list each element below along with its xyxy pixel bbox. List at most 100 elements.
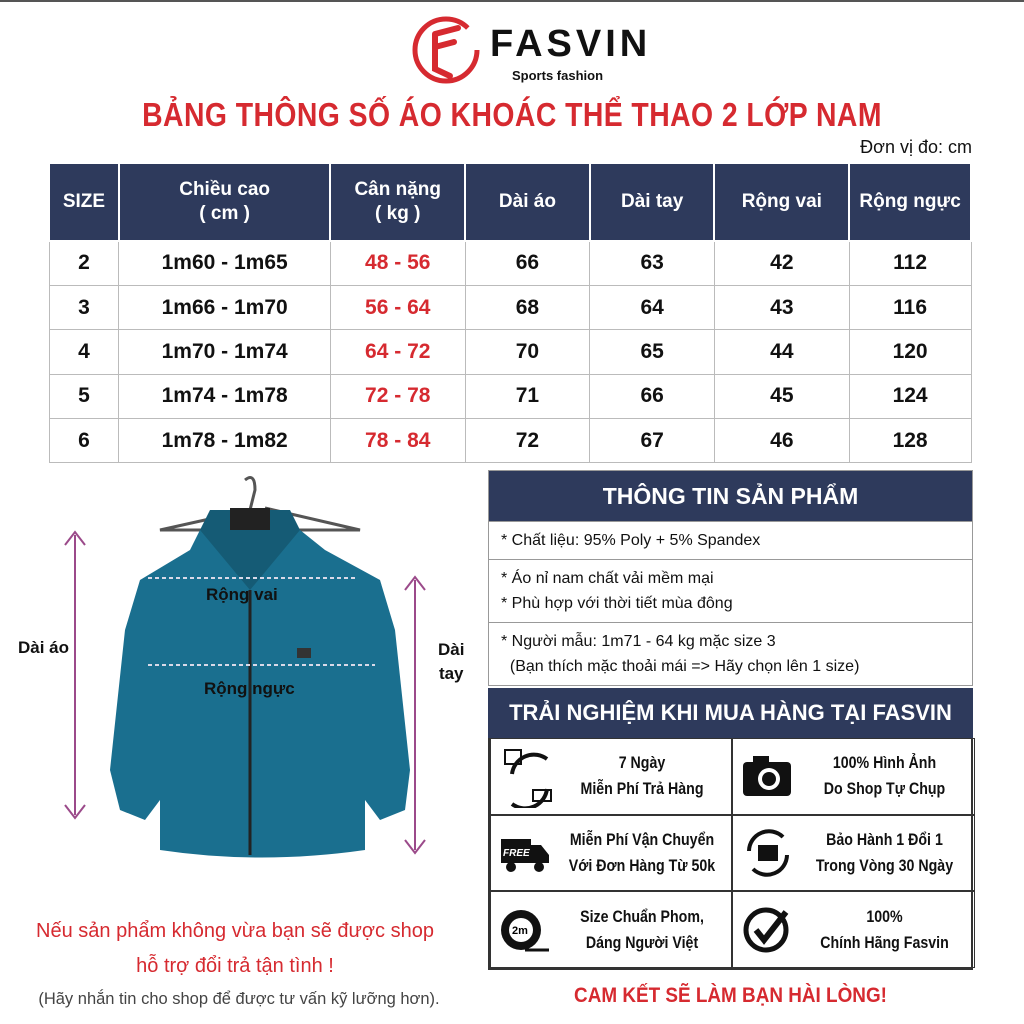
experience-text: Size Chuẩn Phom, Dáng Người Việt <box>565 904 718 956</box>
experience-text: 100% Hình Ảnh Do Shop Tự Chụp <box>808 750 962 802</box>
experience-item: 7 Ngày Miễn Phí Trả Hàng <box>490 738 732 815</box>
column-header: Chiều cao( cm ) <box>117 162 332 242</box>
table-header-row: SIZE Chiều cao( cm ) Cân nặng( kg ) Dài áo D… <box>48 162 972 242</box>
table-cell: 63 <box>589 240 715 286</box>
experience-text: Bảo Hành 1 Đổi 1 Trong Vòng 30 Ngày <box>808 827 962 879</box>
header-text: ( cm ) <box>199 203 250 224</box>
table-cell: 65 <box>589 329 715 375</box>
header-text: SIZE <box>62 191 106 213</box>
column-header: Dài áo <box>464 162 591 242</box>
experience-title: TRẢI NGHIỆM KHI MUA HÀNG TẠI FASVIN <box>488 688 973 738</box>
info-line: * Chất liệu: 95% Poly + 5% Spandex <box>501 532 761 549</box>
table-cell: 43 <box>713 284 850 331</box>
experience-item: 100% Hình Ảnh Do Shop Tự Chụp <box>732 738 975 815</box>
experience-line-2: Miễn Phí Trả Hàng <box>580 780 704 799</box>
header-text: Dài tay <box>620 191 684 213</box>
table-cell: 66 <box>464 240 591 286</box>
brand-name: FASVIN <box>490 23 652 65</box>
info-row: * Người mẫu: 1m71 - 64 kg mặc size 3 (Bạ… <box>489 622 972 685</box>
sleeve-label-2: tay <box>438 664 464 683</box>
free-truck-icon: FREE <box>501 838 549 872</box>
header-text: Rộng vai <box>741 191 822 213</box>
experience-line-2: Do Shop Tự Chụp <box>823 780 946 799</box>
table-cell: 1m66 - 1m70 <box>118 284 331 331</box>
check-circle-icon <box>743 907 789 953</box>
experience-line-1: Miễn Phí Vận Chuyển <box>569 830 715 849</box>
table-cell: 1m74 - 1m78 <box>118 373 331 420</box>
table-row: 2 1m60 - 1m65 48 - 56 66 63 42 112 <box>48 240 972 286</box>
table-cell: 5 <box>48 373 120 420</box>
hanger-icon <box>159 476 361 532</box>
column-header: Rộng ngực <box>848 162 972 242</box>
column-header: Dài tay <box>588 162 716 242</box>
experience-item: Bảo Hành 1 Đổi 1 Trong Vòng 30 Ngày <box>732 814 975 892</box>
table-row: 4 1m70 - 1m74 64 - 72 70 65 44 120 <box>48 329 972 375</box>
brand-tagline: Sports fashion <box>512 68 604 83</box>
notice-line-3: (Hãy nhắn tin cho shop để được tư vấn kỹ… <box>38 990 440 1008</box>
sleeve-label: Dài tay <box>438 638 464 686</box>
header-text: Rộng ngực <box>859 191 961 213</box>
info-line: * Phù hợp với thời tiết mùa đông <box>501 595 733 612</box>
table-cell: 3 <box>48 284 120 331</box>
info-line: * Người mẫu: 1m71 - 64 kg mặc size 3 <box>501 633 776 650</box>
shoulder-label: Rộng vai <box>206 585 278 604</box>
table-cell: 128 <box>848 418 972 464</box>
experience-line-1: 7 Ngày <box>618 754 666 773</box>
unit-label: Đơn vị đo: cm <box>860 137 972 157</box>
camera-icon <box>743 756 791 797</box>
experience-line-2: Với Đơn Hàng Từ 50k <box>568 856 716 875</box>
header-text: Chiều cao <box>179 179 271 201</box>
product-info-panel: THÔNG TIN SẢN PHẨM * Chất liệu: 95% Poly… <box>488 470 973 686</box>
experience-line-1: Size Chuẩn Phom, <box>580 907 704 926</box>
page-title: BẢNG THÔNG SỐ ÁO KHOÁC THỂ THAO 2 LỚP NA… <box>142 96 882 133</box>
table-cell: 45 <box>713 373 850 420</box>
commitment-text: CAM KẾT SẼ LÀM BẠN HÀI LÒNG! <box>574 984 887 1007</box>
table-cell: 66 <box>589 373 715 420</box>
experience-line-1: 100% <box>866 907 903 926</box>
notice-line-2: hỗ trợ đổi trả tận tình ! <box>136 955 334 977</box>
sleeve-label-1: Dài <box>438 640 465 659</box>
table-cell: 71 <box>464 373 591 420</box>
table-cell: 72 - 78 <box>329 373 466 420</box>
table-cell: 46 <box>713 418 850 464</box>
experience-text: 7 Ngày Miễn Phí Trả Hàng <box>565 750 718 802</box>
info-line: * Áo nỉ nam chất vải mềm mại <box>501 570 714 587</box>
return-cycle-icon <box>504 749 552 809</box>
column-header: Cân nặng( kg ) <box>329 162 467 242</box>
table-cell: 42 <box>713 240 850 286</box>
table-cell: 116 <box>848 284 972 331</box>
size-table: SIZE Chiều cao( cm ) Cân nặng( kg ) Dài áo D… <box>48 162 972 464</box>
experience-text: 100% Chính Hãng Fasvin <box>808 904 962 956</box>
fasvin-logo-icon <box>412 16 480 84</box>
table-cell: 1m70 - 1m74 <box>118 329 331 375</box>
table-cell: 1m60 - 1m65 <box>118 240 331 286</box>
info-row: * Chất liệu: 95% Poly + 5% Spandex <box>489 521 972 559</box>
tape-measure-icon: 2m <box>501 909 549 952</box>
table-cell: 64 - 72 <box>329 329 466 375</box>
exchange-box-icon <box>747 829 789 877</box>
table-cell: 2 <box>48 240 120 286</box>
table-cell: 68 <box>464 284 591 331</box>
length-label: Dài áo <box>18 638 70 657</box>
chest-label: Rộng ngực <box>204 679 295 698</box>
header-text: ( kg ) <box>375 203 421 224</box>
info-line: (Bạn thích mặc thoải mái => Hãy chọn lên… <box>501 658 860 675</box>
table-cell: 44 <box>713 329 850 375</box>
table-row: 6 1m78 - 1m82 78 - 84 72 67 46 128 <box>48 418 972 464</box>
table-cell: 4 <box>48 329 120 375</box>
jacket-diagram <box>64 476 426 858</box>
info-row: * Áo nỉ nam chất vải mềm mại * Phù hợp vớ… <box>489 559 972 622</box>
table-cell: 6 <box>48 418 120 464</box>
experience-line-1: 100% Hình Ảnh <box>832 754 937 773</box>
experience-line-1: Bảo Hành 1 Đổi 1 <box>826 830 943 849</box>
table-cell: 1m78 - 1m82 <box>118 418 331 464</box>
experience-item: 2m Size Chuẩn Phom, Dáng Người Việt <box>490 891 732 968</box>
table-cell: 64 <box>589 284 715 331</box>
top-border <box>0 0 1024 2</box>
table-cell: 120 <box>848 329 972 375</box>
svg-text:FREE: FREE <box>503 848 530 859</box>
svg-text:2m: 2m <box>512 925 528 937</box>
experience-item: FREE Miễn Phí Vận Chuyển Với Đơn Hàng Từ 5… <box>490 814 732 892</box>
table-cell: 70 <box>464 329 591 375</box>
header-text: Dài áo <box>498 191 556 213</box>
